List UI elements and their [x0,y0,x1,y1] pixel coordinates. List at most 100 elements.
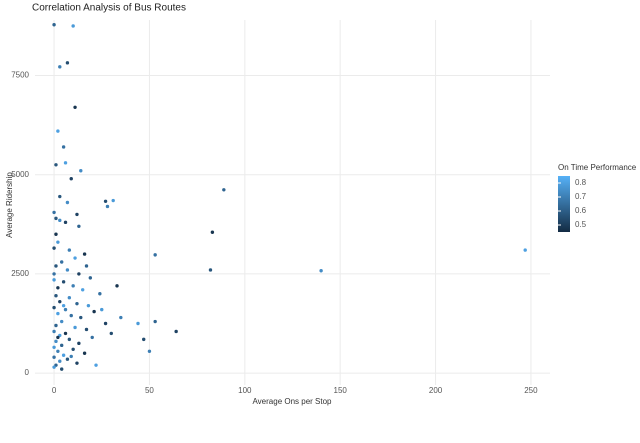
point [54,216,58,221]
point [63,331,68,336]
point [54,163,58,167]
point [115,284,119,288]
point [52,345,56,350]
point [67,337,72,342]
legend-title: On Time Performance [558,163,637,172]
point [69,176,73,181]
point [60,260,64,264]
point [52,278,56,282]
point [94,363,98,367]
point [65,357,70,361]
point [105,204,110,209]
point [319,269,323,273]
point [54,232,58,236]
point [86,303,91,308]
point [84,327,89,332]
point [77,224,81,229]
point [61,353,66,357]
point [54,294,58,298]
point [111,198,115,203]
y-axis-title: Average Ridership [5,172,14,238]
point [80,288,85,292]
point [52,272,56,276]
point [98,292,102,296]
point [60,319,64,324]
point [63,220,68,225]
point [208,268,213,272]
point [67,296,72,300]
point [60,367,64,371]
point [92,309,96,314]
colorbar-label: 0.5 [575,220,587,229]
point [56,240,60,244]
point [84,264,89,268]
point [69,354,73,359]
point [61,280,66,284]
point [58,65,62,69]
point [52,210,56,215]
y-tick-label: 7500 [11,71,29,80]
point [75,212,79,217]
point [65,200,70,205]
point [79,169,83,173]
x-axis-title: Average Ons per Stop [252,397,332,406]
y-tick-label: 0 [25,368,30,377]
colorbar-label: 0.7 [575,192,587,201]
point [523,248,527,252]
point [58,299,62,304]
point [58,194,62,199]
point [100,307,104,312]
point [71,347,75,351]
point [56,349,60,353]
y-tick-label: 2500 [11,269,29,278]
point [63,161,68,165]
point [90,335,94,340]
point [73,325,77,330]
x-tick-label: 50 [145,386,154,395]
point [71,284,75,288]
point [210,230,215,234]
point [82,351,87,355]
chart-title: Correlation Analysis of Bus Routes [32,3,186,14]
point [103,321,108,326]
point [52,246,56,250]
x-tick-label: 250 [524,386,538,395]
point [56,286,60,290]
point [174,329,178,334]
point [65,268,70,272]
colorbar-label: 0.8 [575,178,587,187]
point [56,129,60,133]
point [67,248,72,252]
point [61,145,66,149]
point [88,276,93,280]
y-tick-label: 5000 [11,170,29,179]
point [73,256,77,260]
point [56,311,60,316]
point [54,323,58,328]
point [54,339,58,344]
x-tick-label: 0 [52,386,57,395]
point [54,264,58,268]
point [65,61,70,65]
point [60,343,64,348]
point [71,24,75,28]
point [77,272,81,276]
point [63,307,68,312]
point [52,365,56,369]
point [61,303,66,308]
point [75,301,79,306]
point [58,218,62,223]
point [77,341,81,346]
point [56,335,60,340]
point [58,359,62,363]
point [136,321,140,326]
point [52,305,56,310]
point [52,355,56,359]
point [69,313,73,318]
point [79,315,83,320]
point [75,361,79,365]
point [142,337,146,342]
colorbar-label: 0.6 [575,206,587,215]
point [52,23,56,27]
